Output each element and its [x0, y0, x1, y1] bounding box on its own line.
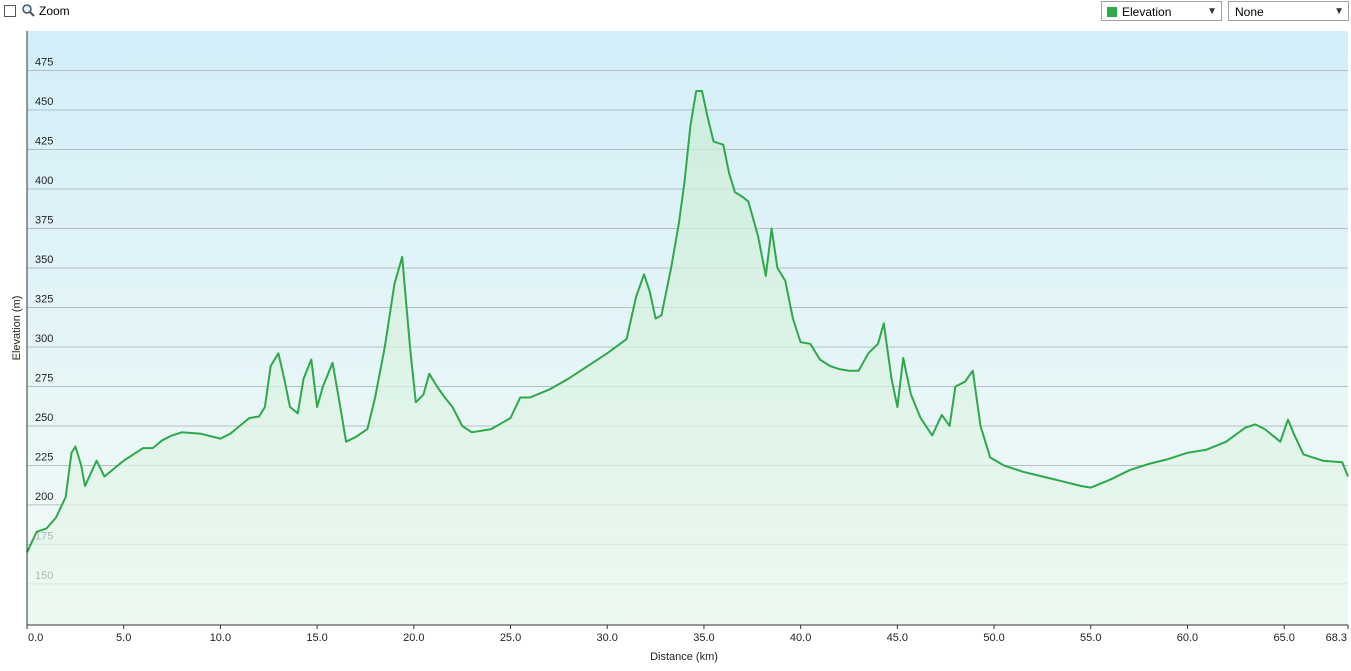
y-tick-label: 275	[35, 372, 53, 384]
y-tick-label: 225	[35, 451, 53, 463]
elevation-line	[26, 90, 1349, 553]
dropdown-arrow: ▼	[1207, 6, 1217, 17]
legend-swatch	[1107, 7, 1117, 17]
x-tick-label: 35.0	[693, 632, 714, 644]
legend-entry: Elevation	[1122, 5, 1172, 19]
zoom-label[interactable]: Zoom	[39, 4, 70, 18]
x-tick-label: 15.0	[306, 632, 327, 644]
y-tick-label: 300	[35, 333, 53, 345]
y-axis-title: Elevation (m)	[11, 296, 23, 361]
zoom-checkbox[interactable]	[4, 5, 16, 17]
area-fill	[27, 91, 1348, 625]
plot-background	[27, 31, 1348, 625]
y-tick-label: 375	[35, 214, 53, 226]
x-tick-label: 25.0	[500, 632, 521, 644]
x-tick-label: 5.0	[116, 632, 131, 644]
y-tick-label: 200	[35, 491, 53, 503]
series-select[interactable]: Elevation ▼	[1101, 1, 1222, 21]
x-tick-label: 68.3	[1326, 632, 1347, 644]
x-tick-label: 10.0	[210, 632, 231, 644]
x-tick-label: 45.0	[887, 632, 908, 644]
x-tick-label: 30.0	[597, 632, 618, 644]
y-tick-label: 425	[35, 135, 53, 147]
y-tick-label: 175	[35, 530, 53, 542]
x-tick-label: 0.0	[28, 632, 43, 644]
x-tick-label: 20.0	[403, 632, 424, 644]
x-tick-label: 40.0	[790, 632, 811, 644]
x-tick-label: 65.0	[1273, 632, 1294, 644]
y-tick-label: 150	[35, 570, 53, 582]
y-tick-label: 475	[35, 56, 53, 68]
x-tick-label: 55.0	[1080, 632, 1101, 644]
y-tick-label: 325	[35, 293, 53, 305]
x-tick-label: 60.0	[1177, 632, 1198, 644]
overlay-select-value: None	[1235, 5, 1264, 19]
y-tick-label: 350	[35, 254, 53, 266]
x-axis-title: Distance (km)	[650, 651, 718, 663]
dropdown-arrow: ▼	[1334, 6, 1344, 17]
zoom-icon[interactable]	[21, 3, 35, 17]
overlay-select[interactable]: None ▼	[1228, 1, 1349, 21]
y-tick-label: 450	[35, 96, 53, 108]
y-tick-label: 400	[35, 175, 53, 187]
x-tick-label: 50.0	[983, 632, 1004, 644]
y-tick-label: 250	[35, 412, 53, 424]
